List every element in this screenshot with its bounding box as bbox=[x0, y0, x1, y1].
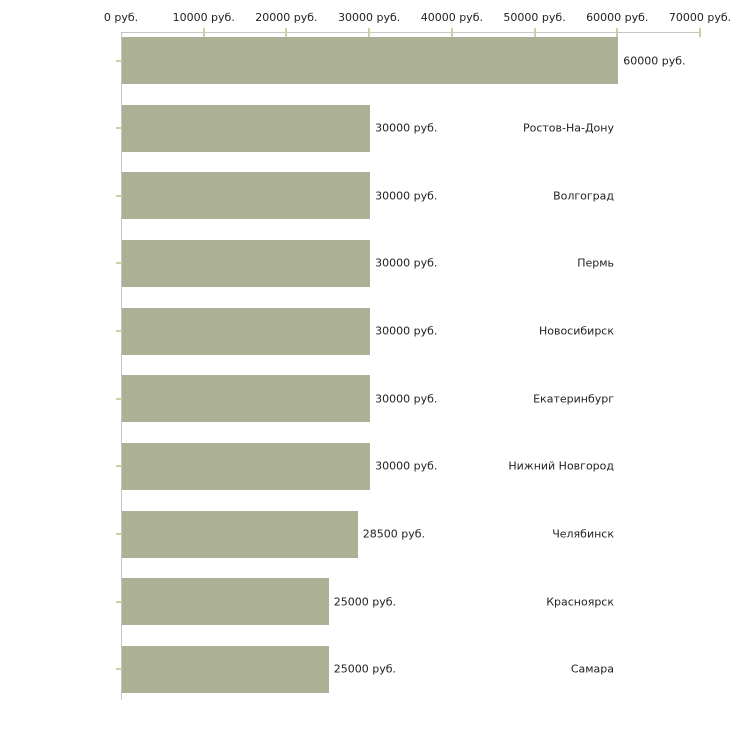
x-axis-tick-label: 20000 руб. bbox=[255, 11, 318, 24]
value-label: 30000 руб. bbox=[375, 324, 438, 338]
x-axis-tick-label: 0 руб. bbox=[103, 11, 139, 24]
value-label: 60000 руб. bbox=[623, 54, 686, 67]
value-label: 25000 руб. bbox=[333, 595, 397, 609]
value-label: 30000 руб. bbox=[375, 459, 438, 473]
x-axis-tick bbox=[202, 28, 205, 37]
x-axis-line bbox=[121, 32, 701, 33]
category-label: Екатеринбург bbox=[533, 392, 614, 406]
bar bbox=[122, 442, 371, 490]
x-axis-tick bbox=[699, 28, 701, 37]
x-axis-tick-label: 60000 руб. bbox=[586, 11, 649, 24]
x-axis-tick bbox=[285, 28, 288, 37]
category-label: Красноярск bbox=[546, 595, 614, 609]
x-axis-tick-label: 50000 руб. bbox=[503, 11, 566, 24]
value-label: 25000 руб. bbox=[333, 662, 397, 676]
category-label: Новосибирск bbox=[538, 324, 614, 338]
bar bbox=[122, 645, 329, 693]
category-label: Самара bbox=[570, 662, 614, 676]
bar bbox=[122, 375, 371, 423]
x-axis-tick bbox=[368, 28, 371, 37]
y-axis-tick bbox=[116, 330, 122, 333]
bar bbox=[122, 37, 619, 84]
x-axis-tick bbox=[450, 28, 453, 37]
value-label: 28500 руб. bbox=[362, 527, 425, 541]
bar bbox=[122, 510, 358, 558]
y-axis-tick bbox=[116, 600, 122, 603]
value-label: 30000 руб. bbox=[375, 392, 438, 406]
y-axis-tick bbox=[116, 262, 122, 265]
bar bbox=[122, 307, 371, 355]
category-label: Челябинск bbox=[552, 527, 614, 541]
category-label: Пермь bbox=[577, 256, 614, 270]
x-axis-tick-label: 10000 руб. bbox=[172, 11, 235, 24]
category-label: Волгоград bbox=[553, 189, 614, 203]
bar bbox=[122, 172, 371, 220]
bar bbox=[122, 239, 371, 287]
x-axis-tick-label: 30000 руб. bbox=[338, 11, 401, 24]
x-axis-tick bbox=[616, 28, 619, 37]
y-axis-tick bbox=[116, 533, 122, 536]
x-axis-tick bbox=[533, 28, 536, 37]
y-axis-tick bbox=[116, 194, 122, 197]
category-label: Нижний Новгород bbox=[508, 459, 614, 473]
y-axis-tick bbox=[116, 127, 122, 130]
y-axis-line bbox=[121, 32, 122, 700]
x-axis-tick-label: 40000 руб. bbox=[420, 11, 483, 24]
value-label: 30000 руб. bbox=[375, 189, 438, 203]
bar bbox=[122, 104, 371, 152]
category-label: Ростов-На-Дону bbox=[522, 121, 614, 135]
value-label: 30000 руб. bbox=[375, 121, 438, 135]
y-axis-tick bbox=[116, 59, 122, 62]
y-axis-tick bbox=[116, 668, 122, 671]
value-label: 30000 руб. bbox=[375, 256, 438, 270]
y-axis-tick bbox=[116, 397, 122, 400]
x-axis-tick-label: 70000 руб. bbox=[668, 11, 730, 24]
y-axis-tick bbox=[116, 465, 122, 468]
bar bbox=[122, 578, 329, 626]
